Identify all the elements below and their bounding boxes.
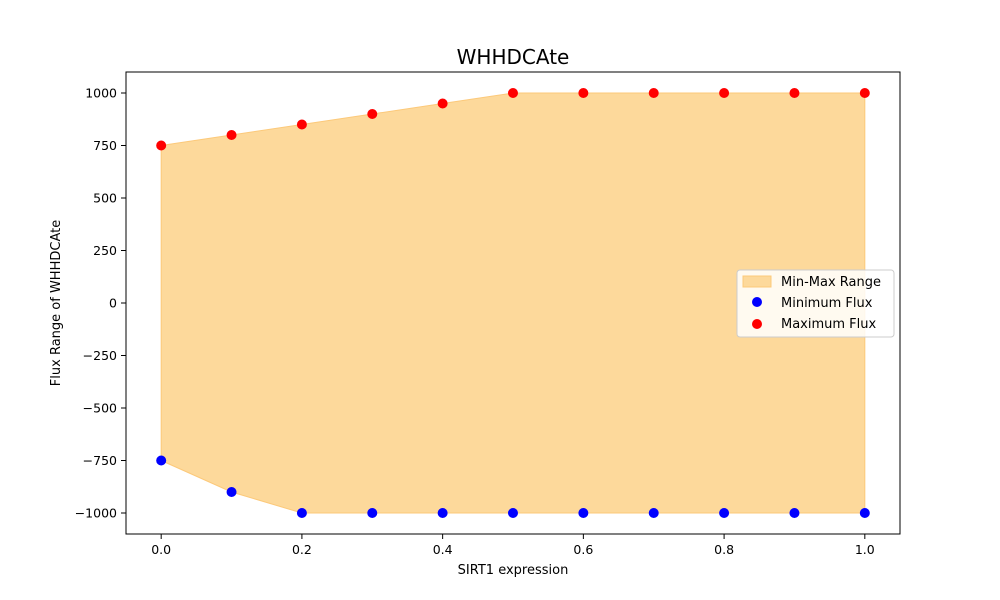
maximum-flux-point bbox=[859, 88, 870, 98]
maximum-flux-points bbox=[156, 88, 870, 151]
legend-label-minimum: Minimum Flux bbox=[781, 296, 873, 311]
maximum-flux-point bbox=[367, 109, 378, 119]
minimum-flux-point bbox=[719, 508, 730, 518]
y-tick-label: −250 bbox=[83, 348, 117, 363]
y-tick-label: −750 bbox=[83, 453, 117, 468]
maximum-flux-point bbox=[648, 88, 659, 98]
minimum-flux-point bbox=[437, 508, 448, 518]
x-axis-ticks: 0.0 0.2 0.4 0.6 0.8 1.0 bbox=[151, 534, 875, 557]
x-tick-label: 0.0 bbox=[151, 542, 171, 557]
x-tick-label: 0.2 bbox=[292, 542, 312, 557]
x-tick-label: 1.0 bbox=[855, 542, 875, 557]
y-axis-ticks: −1000 −750 −500 −250 0 250 500 750 1000 bbox=[75, 86, 126, 521]
maximum-flux-point bbox=[508, 88, 518, 98]
legend-label-range: Min-Max Range bbox=[781, 275, 881, 290]
minimum-flux-point bbox=[156, 455, 167, 466]
maximum-flux-point bbox=[437, 98, 448, 109]
y-tick-label: 0 bbox=[109, 296, 117, 311]
x-tick-label: 0.4 bbox=[433, 542, 453, 557]
legend-box bbox=[736, 269, 895, 338]
legend: Min-Max Range Minimum Flux Maximum Flux bbox=[736, 269, 895, 338]
x-tick-label: 0.8 bbox=[714, 542, 734, 557]
x-tick-label: 0.6 bbox=[573, 542, 593, 557]
minimum-flux-points bbox=[156, 455, 870, 518]
legend-label-maximum: Maximum Flux bbox=[781, 317, 877, 332]
minimum-flux-point bbox=[226, 487, 237, 497]
x-axis-label: SIRT1 expression bbox=[458, 563, 569, 578]
maximum-flux-point bbox=[789, 88, 800, 98]
maximum-flux-point bbox=[719, 88, 730, 98]
minimum-flux-point bbox=[859, 508, 870, 518]
plot-area bbox=[156, 88, 870, 518]
chart-title: WHHDCAte bbox=[457, 45, 570, 69]
legend-swatch-range bbox=[742, 275, 772, 288]
maximum-flux-point bbox=[578, 88, 589, 98]
maximum-flux-point bbox=[296, 119, 307, 130]
minimum-flux-point bbox=[296, 508, 307, 518]
legend-marker-maximum bbox=[752, 319, 762, 329]
minimum-flux-point bbox=[578, 508, 589, 518]
y-tick-label: 750 bbox=[93, 138, 117, 153]
minimum-flux-point bbox=[789, 508, 800, 518]
minimum-flux-point bbox=[508, 508, 518, 518]
y-tick-label: 1000 bbox=[85, 86, 117, 101]
y-tick-label: −1000 bbox=[75, 506, 117, 521]
y-axis-label: Flux Range of WHHDCAte bbox=[49, 220, 64, 386]
y-tick-label: 250 bbox=[93, 243, 117, 258]
y-tick-label: 500 bbox=[93, 191, 117, 206]
maximum-flux-point bbox=[156, 140, 167, 151]
minimum-flux-point bbox=[648, 508, 659, 518]
minimum-flux-point bbox=[367, 508, 378, 518]
y-tick-label: −500 bbox=[83, 401, 117, 416]
legend-marker-minimum bbox=[752, 297, 762, 307]
maximum-flux-point bbox=[226, 130, 237, 140]
